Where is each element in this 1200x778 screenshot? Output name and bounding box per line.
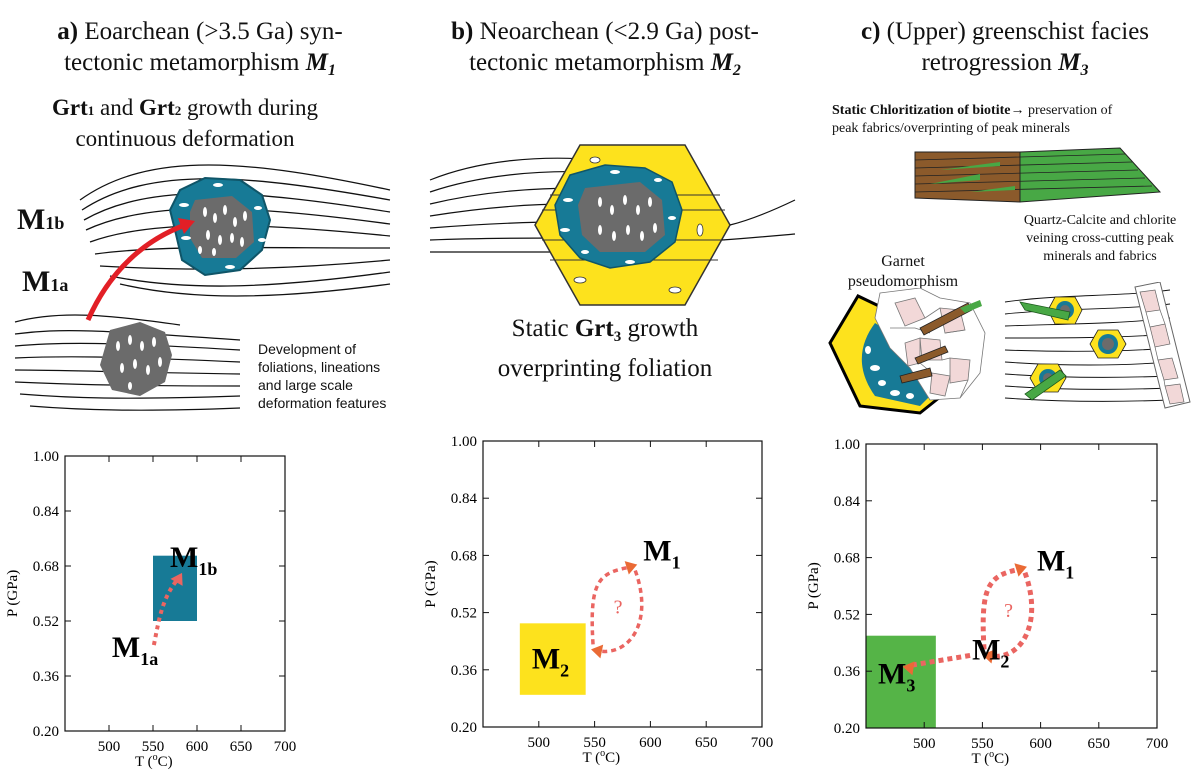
y-tick-label: 0.68: [33, 559, 59, 575]
x-tick-label: 700: [274, 739, 297, 755]
panel-c-title: c) (Upper) greenschist facies retrogress…: [860, 18, 1150, 79]
y-tick-label: 0.68: [451, 548, 477, 564]
x-axis-label: T (oC): [583, 748, 621, 766]
y-tick-label: 0.36: [451, 663, 478, 679]
y-axis-label: P (GPa): [806, 562, 822, 609]
deformation-note: Development of foliations, lineations an…: [258, 341, 387, 411]
y-tick-label: 1.00: [451, 434, 477, 450]
y-tick-label: 0.52: [33, 614, 59, 630]
plot-frame: [482, 440, 763, 728]
panel-b-illustration: [429, 144, 796, 306]
y-tick-label: 0.52: [834, 607, 860, 623]
y-tick-label: 0.84: [451, 491, 478, 507]
y-tick-label: 0.68: [834, 551, 860, 567]
pt-chart-b: 0.20 0.36 0.52 0.68 0.84 1.00 500 550 600 650 700 T…: [423, 434, 774, 766]
pt-path-arrowhead-m2: [982, 649, 995, 664]
pt-point-label: M1b: [170, 541, 217, 579]
x-tick-label: 700: [1146, 736, 1169, 752]
x-axis-label: T (oC): [135, 752, 173, 770]
pt-path-m2-m3: [908, 652, 971, 669]
foliation-lines-lower: [14, 314, 241, 411]
pt-region-0: [866, 635, 936, 728]
pt-path-arrowhead-m1: [624, 561, 638, 575]
x-axis-label: T (oC): [972, 749, 1010, 767]
y-tick-label: 1.00: [33, 449, 59, 465]
y-tick-label: 0.52: [451, 606, 477, 622]
pt-point-label: M2: [972, 633, 1009, 671]
y-axis-label: P (GPa): [5, 570, 21, 617]
uncertainty-mark: ?: [1004, 600, 1013, 622]
pt-point-label: M1a: [112, 631, 158, 669]
panel-b-title: b) Neoarchean (<2.9 Ga) post- tectonic m…: [451, 18, 759, 79]
pt-path-m1a-m1b: [151, 577, 180, 646]
pt-point-label: M1: [643, 535, 680, 573]
y-tick-label: 0.20: [33, 724, 59, 740]
y-tick-label: 0.36: [834, 664, 861, 680]
uncertainty-mark: ?: [614, 596, 623, 618]
pt-path-arrowhead: [170, 572, 183, 586]
x-tick-label: 500: [913, 736, 936, 752]
y-tick-label: 0.84: [834, 494, 861, 510]
veining-illustration: [1004, 282, 1191, 409]
pt-path-retrograde: [594, 569, 644, 654]
x-tick-label: 650: [1088, 736, 1111, 752]
y-tick-label: 1.00: [834, 437, 860, 453]
pt-region-0: [519, 623, 586, 695]
y-axis-label: P (GPa): [423, 560, 439, 607]
pt-chart-c: 0.20 0.36 0.52 0.68 0.84 1.00 500 550 600 650 700 T…: [806, 437, 1169, 767]
label-m1a: M1a: [22, 265, 69, 298]
x-tick-label: 550: [971, 736, 994, 752]
garnet-pseudomorph-label: Garnet pseudomorphism: [847, 253, 959, 290]
y-tick-label: 0.20: [451, 720, 477, 736]
x-tick-label: 550: [583, 735, 606, 751]
pt-path-arrowhead-m3: [902, 661, 915, 676]
pt-point-label: M3: [878, 658, 915, 696]
y-tick-label: 0.36: [33, 669, 60, 685]
pt-path-arrowhead-m2: [591, 644, 604, 659]
chloritization-note: Static Chloritization of biotite→ preser…: [832, 103, 1113, 136]
pt-point-label: M1: [1037, 545, 1074, 583]
x-tick-label: 500: [528, 735, 551, 751]
pt-path-retrograde: [985, 571, 1035, 659]
y-tick-label: 0.84: [33, 504, 60, 520]
pt-path-prograde: [590, 564, 634, 645]
garnet-grt1-grt2: [168, 176, 272, 277]
pt-chart-a: 0.20 0.36 0.52 0.68 0.84 1.00 500 550 600 650 700 T…: [5, 449, 297, 770]
pt-point-label: M2: [532, 642, 569, 680]
x-tick-label: 500: [98, 739, 121, 755]
panel-a-subtitle: Grt1 and Grt2 growth during continuous d…: [52, 95, 318, 151]
x-tick-label: 650: [230, 739, 253, 755]
garnet-m1a: [100, 322, 172, 396]
growth-arrow: [85, 222, 186, 322]
x-tick-label: 600: [1029, 736, 1052, 752]
plot-frame: [865, 443, 1158, 729]
x-tick-label: 550: [142, 739, 165, 755]
panel-b-caption: Static Grt3 growth overprinting foliatio…: [497, 315, 713, 382]
veining-label: Quartz-Calcite and chlorite veining cros…: [1023, 213, 1177, 264]
plot-frame: [64, 455, 286, 732]
x-tick-label: 600: [186, 739, 209, 755]
garnet-pseudomorph: [828, 288, 986, 415]
biotite-chlorite-grain: [914, 147, 1162, 203]
pt-path-prograde: [980, 566, 1024, 650]
label-m1b: M1b: [17, 203, 65, 236]
panel-a-title: a) Eoarchean (>3.5 Ga) syn- tectonic met…: [57, 18, 343, 79]
x-tick-label: 600: [639, 735, 662, 751]
y-tick-label: 0.20: [834, 721, 860, 737]
x-tick-label: 700: [751, 735, 774, 751]
panel-a-illustration: [14, 164, 391, 411]
x-tick-label: 650: [695, 735, 718, 751]
pt-path-arrowhead-m1: [1014, 563, 1027, 577]
